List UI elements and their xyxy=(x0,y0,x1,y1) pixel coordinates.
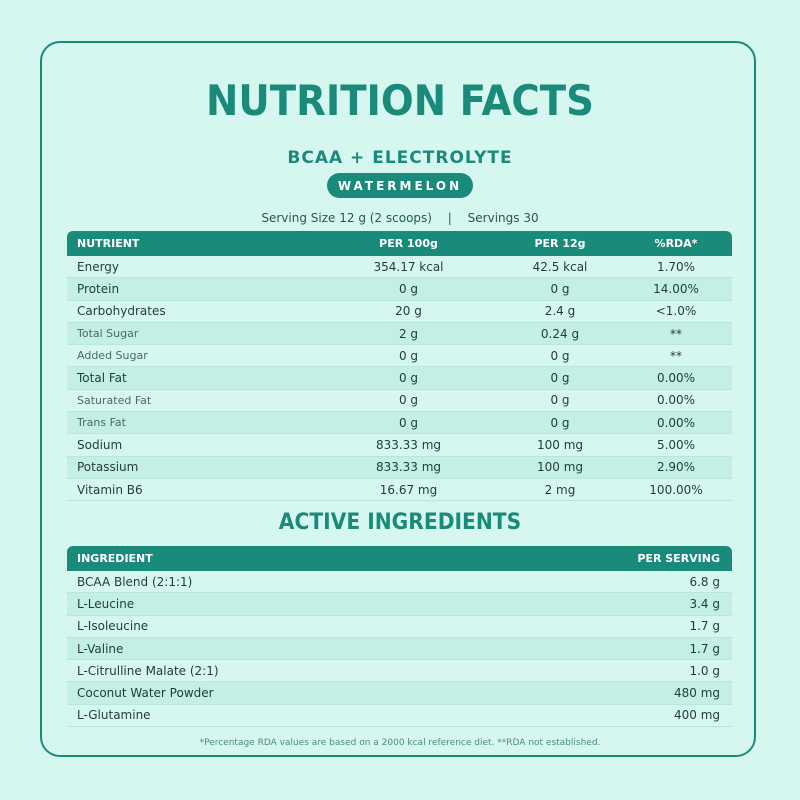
nutrition-row: Energy 354.17 kcal 42.5 kcal 1.70% xyxy=(67,256,732,279)
ingredient-row: L-Isoleucine 1.7 g xyxy=(67,616,732,638)
nutrition-row: Saturated Fat 0 g 0 g 0.00% xyxy=(67,390,732,413)
per100-value: 0 g xyxy=(398,415,419,430)
per12-value: 0 g xyxy=(550,393,570,408)
nutrition-row: Carbohydrates 20 g 2.4 g <1.0% xyxy=(67,301,732,323)
ingredient-value: 6.8 g xyxy=(689,574,720,589)
nutrition-row: Potassium 833.33 mg 100 mg 2.90% xyxy=(67,456,732,479)
ingredient-value: 1.7 g xyxy=(689,641,720,656)
ingredient-name: L-Leucine xyxy=(77,596,135,611)
ingredient-value: 1.7 g xyxy=(689,619,720,634)
per100-value: 833.33 mg xyxy=(375,460,442,475)
per12-value: 0 g xyxy=(550,371,570,386)
nutrient-name: Protein xyxy=(77,281,120,296)
product-name: BCAA + ELECTROLYTE xyxy=(287,148,513,168)
nutrition-row: Trans Fat 0 g 0 g 0.00% xyxy=(67,412,732,435)
per100-value: 0 g xyxy=(398,348,419,363)
ingredient-row: L-Valine 1.7 g xyxy=(67,637,732,661)
serving-separator: | xyxy=(447,211,452,225)
per100-value: 354.17 kcal xyxy=(373,259,444,274)
rda-value: 0.00% xyxy=(656,393,696,408)
per100-value: 20 g xyxy=(395,304,422,319)
nutrient-name: Added Sugar xyxy=(77,349,148,363)
ingredient-row: BCAA Blend (2:1:1) 6.8 g xyxy=(67,571,732,594)
servings-label: Servings xyxy=(467,211,520,225)
flavor-badge: WATERMELON xyxy=(327,173,473,198)
per100-value: 0 g xyxy=(398,281,419,296)
per12-value: 0 g xyxy=(550,348,570,363)
serving-size-label: Serving Size xyxy=(261,211,336,225)
nutrition-table: NUTRIENT PER 100g PER 12g %RDA* Energy 35… xyxy=(67,231,732,502)
footnote: *Percentage RDA values are based on a 20… xyxy=(199,738,601,748)
header-per100: PER 100g xyxy=(379,237,438,250)
nutrient-name: Sodium xyxy=(77,438,123,453)
per12-value: 100 mg xyxy=(536,460,584,475)
rda-value: 100.00% xyxy=(649,482,703,497)
serving-size-value: 12 g (2 scoops) xyxy=(339,211,432,225)
header-per-serving: PER SERVING xyxy=(637,552,720,565)
serving-info: Serving Size 12 g (2 scoops) | Servings … xyxy=(0,211,800,225)
header-ingredient: INGREDIENT xyxy=(77,552,153,565)
ingredient-name: BCAA Blend (2:1:1) xyxy=(77,574,193,589)
per100-value: 833.33 mg xyxy=(375,438,442,453)
nutrient-name: Saturated Fat xyxy=(77,393,152,407)
nutrient-name: Trans Fat xyxy=(77,416,126,430)
ingredient-name: L-Isoleucine xyxy=(77,619,149,634)
nutrition-row: Vitamin B6 16.67 mg 2 mg 100.00% xyxy=(67,479,732,502)
ingredient-row: L-Leucine 3.4 g xyxy=(67,593,732,616)
ingredient-value: 1.0 g xyxy=(689,663,720,678)
rda-value: <1.0% xyxy=(655,304,697,319)
nutrient-name: Vitamin B6 xyxy=(77,482,143,497)
ingredient-name: L-Valine xyxy=(77,641,124,656)
rda-value: 2.90% xyxy=(656,460,696,475)
per12-value: 0 g xyxy=(550,281,570,296)
per12-value: 42.5 kcal xyxy=(532,259,588,274)
rda-value: 5.00% xyxy=(656,438,696,453)
nutrition-row: Added Sugar 0 g 0 g ** xyxy=(67,345,732,368)
nutrition-row: Sodium 833.33 mg 100 mg 5.00% xyxy=(67,434,732,457)
per100-value: 2 g xyxy=(398,326,419,341)
active-ingredients-title: ACTIVE INGREDIENTS xyxy=(278,510,522,535)
ingredient-row: L-Glutamine 400 mg xyxy=(67,705,732,728)
ingredient-row: L-Citrulline Malate (2:1) 1.0 g xyxy=(67,660,732,683)
ingredient-value: 400 mg xyxy=(673,708,720,723)
header-per12: PER 12g xyxy=(534,237,586,250)
rda-value: ** xyxy=(670,348,682,363)
ingredient-name: L-Citrulline Malate (2:1) xyxy=(77,663,219,678)
ingredient-value: 3.4 g xyxy=(689,596,720,611)
per12-value: 0.24 g xyxy=(540,326,580,341)
rda-value: 0.00% xyxy=(656,371,696,386)
nutrition-table-header: NUTRIENT PER 100g PER 12g %RDA* xyxy=(67,231,732,256)
nutrition-row: Protein 0 g 0 g 14.00% xyxy=(67,278,732,301)
ingredient-row: Coconut Water Powder 480 mg xyxy=(67,682,732,705)
nutrition-row: Total Fat 0 g 0 g 0.00% xyxy=(67,367,732,390)
ingredients-table-header: INGREDIENT PER SERVING xyxy=(67,546,732,571)
nutrient-name: Potassium xyxy=(77,460,139,475)
ingredients-table: INGREDIENT PER SERVING BCAA Blend (2:1:1… xyxy=(67,546,732,728)
per100-value: 0 g xyxy=(398,371,419,386)
per100-value: 16.67 mg xyxy=(379,482,438,497)
nutrient-name: Total Sugar xyxy=(77,327,139,341)
nutrient-name: Energy xyxy=(77,259,120,274)
header-nutrient: NUTRIENT xyxy=(77,237,140,250)
per12-value: 0 g xyxy=(550,415,570,430)
ingredient-name: L-Glutamine xyxy=(77,708,151,723)
rda-value: 1.70% xyxy=(656,259,696,274)
per100-value: 0 g xyxy=(398,393,419,408)
nutrient-name: Total Fat xyxy=(77,371,127,386)
ingredient-name: Coconut Water Powder xyxy=(77,686,214,701)
per12-value: 2 mg xyxy=(544,482,576,497)
rda-value: 0.00% xyxy=(656,415,696,430)
rda-value: ** xyxy=(670,326,682,341)
rda-value: 14.00% xyxy=(653,281,699,296)
header-rda: %RDA* xyxy=(654,237,698,250)
nutrition-row: Total Sugar 2 g 0.24 g ** xyxy=(67,322,732,346)
servings-value: 30 xyxy=(523,211,539,225)
per12-value: 2.4 g xyxy=(544,304,576,319)
page-title: NUTRITION FACTS xyxy=(205,76,594,125)
per12-value: 100 mg xyxy=(536,438,584,453)
label-card xyxy=(40,41,756,757)
nutrient-name: Carbohydrates xyxy=(77,304,166,319)
ingredient-value: 480 mg xyxy=(673,686,720,701)
